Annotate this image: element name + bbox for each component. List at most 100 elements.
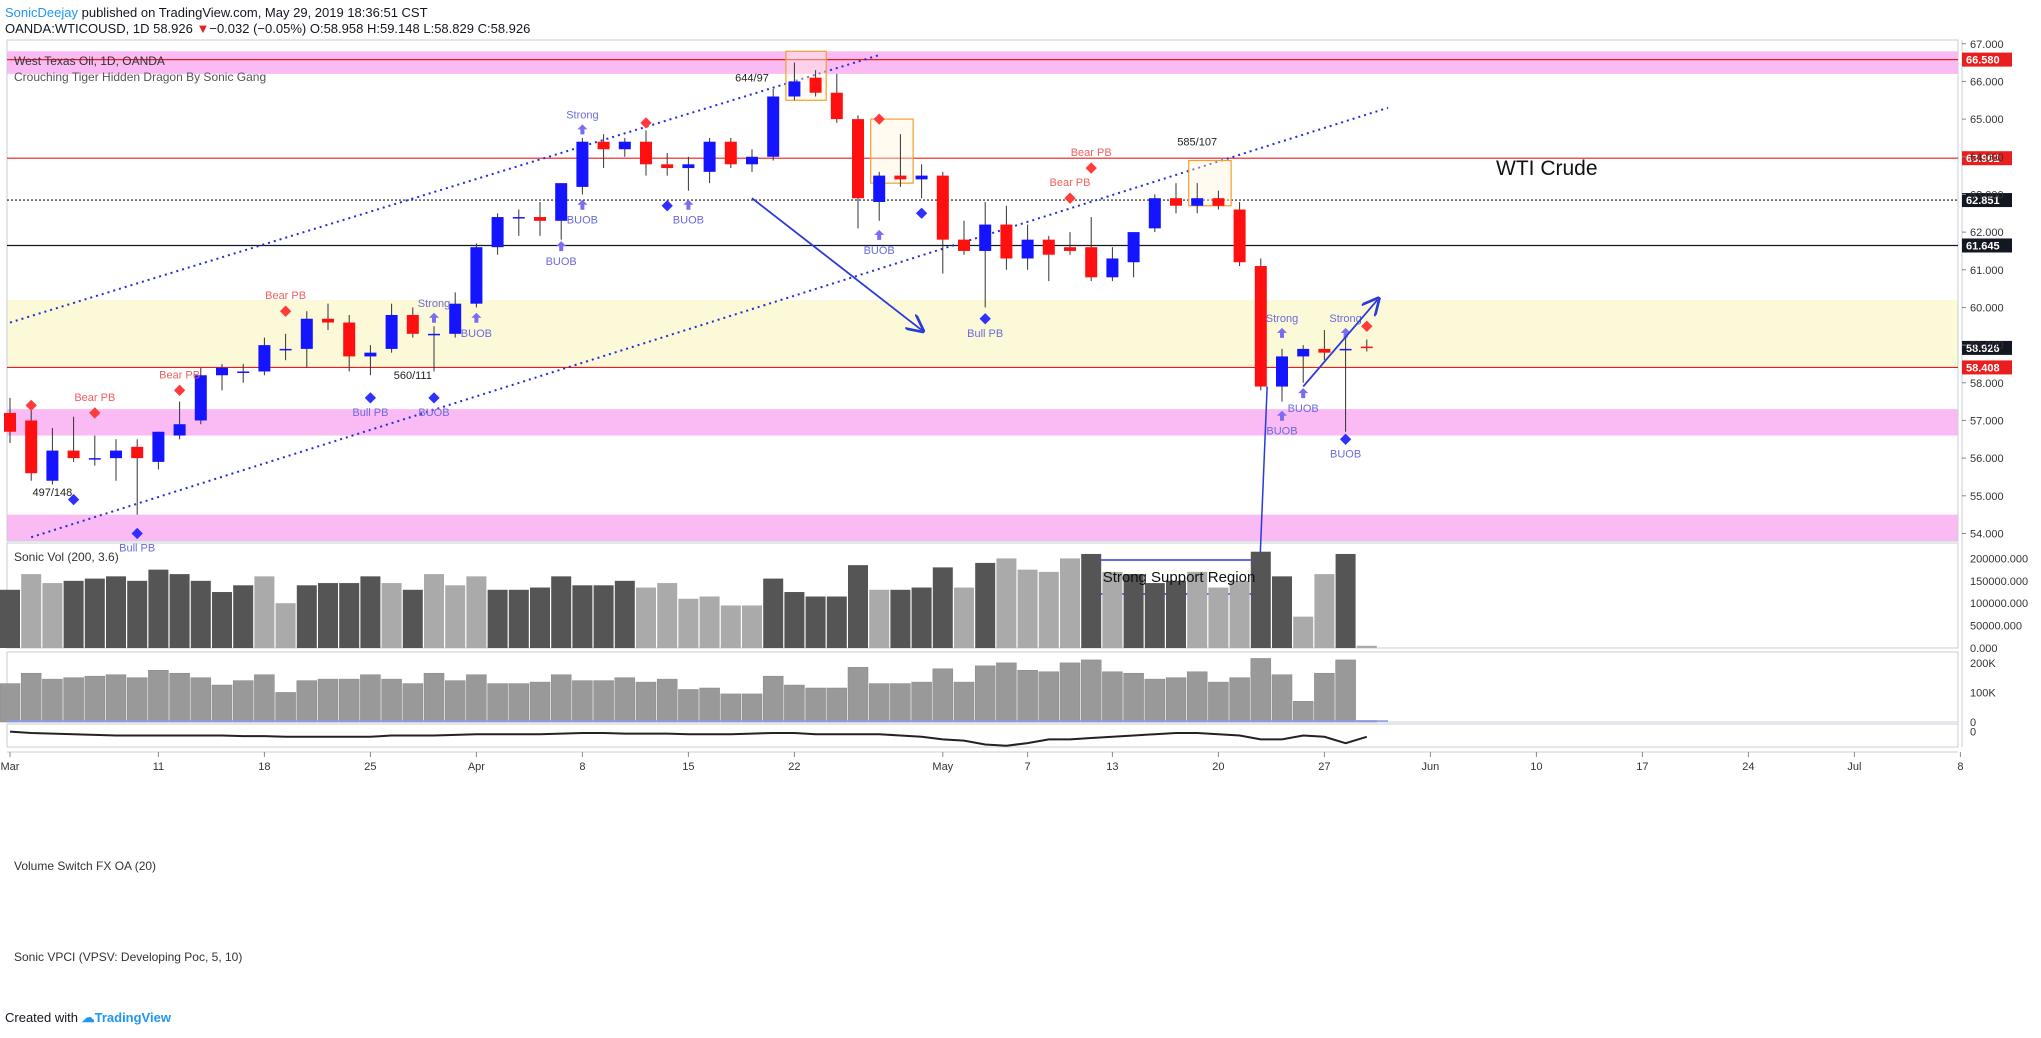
switch-bar <box>868 683 890 723</box>
y-tick-label: 63.000 <box>1970 189 2004 201</box>
candle-body <box>364 352 377 357</box>
volume-bar <box>826 596 847 648</box>
bear-diamond-icon <box>1064 192 1076 204</box>
switch-bar <box>360 674 381 723</box>
candle-body <box>767 96 780 157</box>
candle-body <box>322 318 334 323</box>
volume-bar <box>1187 571 1208 648</box>
price-line-tag <box>1962 193 2012 208</box>
candle-body <box>449 303 462 334</box>
volume-bar <box>254 576 275 648</box>
candle-body <box>1191 198 1204 206</box>
candle-body <box>1318 348 1331 353</box>
volume-bar <box>1356 645 1377 648</box>
channel-upper-line <box>9 54 880 324</box>
signal-label: Bull PB <box>119 542 155 554</box>
switch-bar <box>614 677 636 723</box>
volume-bar <box>1229 580 1250 648</box>
candle-body <box>1254 266 1267 387</box>
switch-bar <box>593 680 614 723</box>
candle-body <box>173 424 186 436</box>
signal-label: BUOB <box>461 328 492 340</box>
switch-bar <box>63 677 84 723</box>
x-tick-label: 18 <box>258 761 270 773</box>
switch-bar <box>1165 677 1187 723</box>
signal-label: Bear PB <box>1071 147 1112 159</box>
candle-body <box>279 348 292 351</box>
x-tick-label: 7 <box>1025 761 1031 773</box>
volume-bar <box>360 576 381 648</box>
signal-label: Strong <box>418 298 450 310</box>
volume-bar <box>212 592 232 648</box>
volume-bar <box>593 585 614 648</box>
switch-bar <box>1186 671 1208 723</box>
volume-title: Sonic Vol (200, 3.6) <box>14 550 119 564</box>
signal-label: Bear PB <box>265 290 306 302</box>
volume-bar <box>106 576 126 648</box>
volume-bar <box>21 574 42 648</box>
candle-body <box>1085 247 1098 278</box>
x-tick-label: 15 <box>682 761 694 773</box>
author-link[interactable]: SonicDeejay <box>5 5 78 20</box>
candle-body <box>406 314 419 334</box>
price-line-label: 61.645 <box>1966 240 2000 252</box>
candle-body <box>343 322 356 357</box>
candle-body <box>682 164 695 169</box>
volume-bar <box>296 585 317 648</box>
up-arrow-icon <box>1298 388 1309 399</box>
price-change: −0.032 (−0.05%) <box>209 21 307 36</box>
candle-body <box>1064 247 1076 251</box>
switch-bar <box>42 678 63 723</box>
price-line-tag <box>1962 340 2012 355</box>
x-tick-label: 17 <box>1636 761 1648 773</box>
y-tick-label: 58.000 <box>1970 378 2004 390</box>
candle-body <box>1021 239 1034 259</box>
switch-tick-label: 0 <box>1970 717 1976 729</box>
switch-bar <box>1080 659 1102 723</box>
signal-label: Bear PB <box>1050 177 1091 189</box>
candle-body <box>915 175 928 180</box>
volume-bar <box>169 574 190 648</box>
switch-bar <box>126 677 148 723</box>
volume-bar <box>996 558 1017 648</box>
highlight-box <box>870 118 914 184</box>
candle-body <box>809 77 822 93</box>
candle-body <box>67 450 80 459</box>
volume-bar <box>742 605 762 648</box>
x-tick-label: 22 <box>788 761 800 773</box>
ratio-label: 497/148 <box>33 487 73 499</box>
candle-body <box>661 164 674 169</box>
switch-bar <box>762 675 784 723</box>
volume-bar <box>1144 583 1165 648</box>
annotation-title: WTI Crude <box>1496 157 1598 180</box>
switch-bar <box>572 680 593 723</box>
volume-bar <box>445 585 466 648</box>
candle-body <box>4 412 16 432</box>
x-tick-label: Mar <box>1 761 20 773</box>
switch-bar <box>169 672 190 723</box>
volume-bar <box>1335 553 1356 648</box>
signal-label: Strong <box>1329 313 1361 325</box>
switch-bar <box>826 687 848 723</box>
switch-bar <box>148 670 169 723</box>
tradingview-brand[interactable]: TradingView <box>94 1010 171 1025</box>
bear-diamond-icon <box>1361 320 1373 332</box>
tradingview-logo-icon[interactable]: ☁ <box>81 1010 95 1025</box>
candle-body <box>852 119 864 199</box>
bull-diamond-icon <box>364 392 377 404</box>
price-pane-frame <box>6 39 1959 542</box>
switch-bar <box>84 675 106 723</box>
switch-bar <box>1017 670 1038 723</box>
y-tick-label: 55.000 <box>1970 491 2004 503</box>
open-value: O:58.958 <box>309 21 364 36</box>
x-tick-label: 20 <box>1212 761 1224 773</box>
switch-bar <box>381 678 402 723</box>
volume-bar <box>954 587 974 648</box>
switch-bar <box>275 692 296 723</box>
y-tick-label: 67.000 <box>1970 39 2004 51</box>
y-tick-label: 57.000 <box>1970 415 2004 427</box>
candle-body <box>597 141 610 150</box>
up-arrow-icon <box>874 229 885 240</box>
last-price: 58.926 <box>153 21 193 36</box>
